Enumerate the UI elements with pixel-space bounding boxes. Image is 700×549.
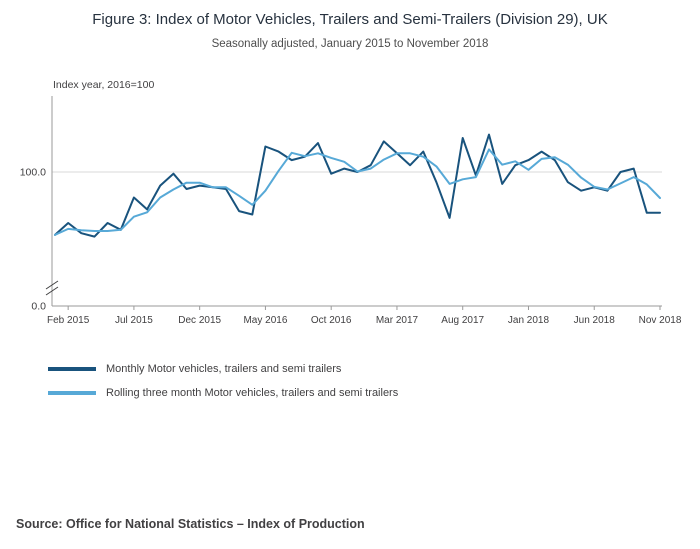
monthly-series-line (54, 133, 661, 238)
chart-area: Index year, 2016=100 0.0 100.0 Feb 2015 Jul … (0, 76, 700, 333)
x-tick-label: Aug 2017 (441, 315, 484, 326)
legend-swatch-rolling (48, 391, 96, 396)
page-title: Figure 3: Index of Motor Vehicles, Trail… (92, 11, 608, 28)
legend-label-rolling: Rolling three month Motor vehicles, trai… (106, 387, 399, 400)
x-tick-label: May 2016 (243, 315, 287, 326)
axis-break-mark (45, 286, 59, 296)
rolling-series-line (54, 148, 661, 237)
chart-legend: Monthly Motor vehicles, trailers and sem… (48, 357, 700, 405)
x-tick-label: Feb 2015 (47, 315, 90, 326)
x-tick-label: Mar 2017 (376, 315, 419, 326)
y-tick-label: 100.0 (20, 167, 46, 179)
x-tick-label: Jul 2015 (115, 315, 153, 326)
x-tick-label: Nov 2018 (639, 315, 682, 326)
y-axis-title: Index year, 2016=100 (53, 79, 154, 91)
source-text: Source: Office for National Statistics –… (16, 517, 365, 531)
x-tick-label: Dec 2015 (178, 315, 221, 326)
page-subtitle: Seasonally adjusted, January 2015 to Nov… (211, 38, 489, 51)
legend-label-monthly: Monthly Motor vehicles, trailers and sem… (106, 363, 342, 376)
x-tick-label: Jan 2018 (508, 315, 550, 326)
line-chart: Index year, 2016=100 0.0 100.0 Feb 2015 Jul … (20, 79, 682, 326)
x-tick-label: Oct 2016 (311, 315, 352, 326)
axis-break-mark (45, 280, 59, 290)
legend-swatch-monthly (48, 367, 96, 372)
y-tick-label: 0.0 (31, 301, 46, 313)
legend-item-rolling: Rolling three month Motor vehicles, trai… (48, 381, 700, 405)
x-tick-label: Jun 2018 (574, 315, 616, 326)
legend-item-monthly: Monthly Motor vehicles, trailers and sem… (48, 357, 700, 381)
